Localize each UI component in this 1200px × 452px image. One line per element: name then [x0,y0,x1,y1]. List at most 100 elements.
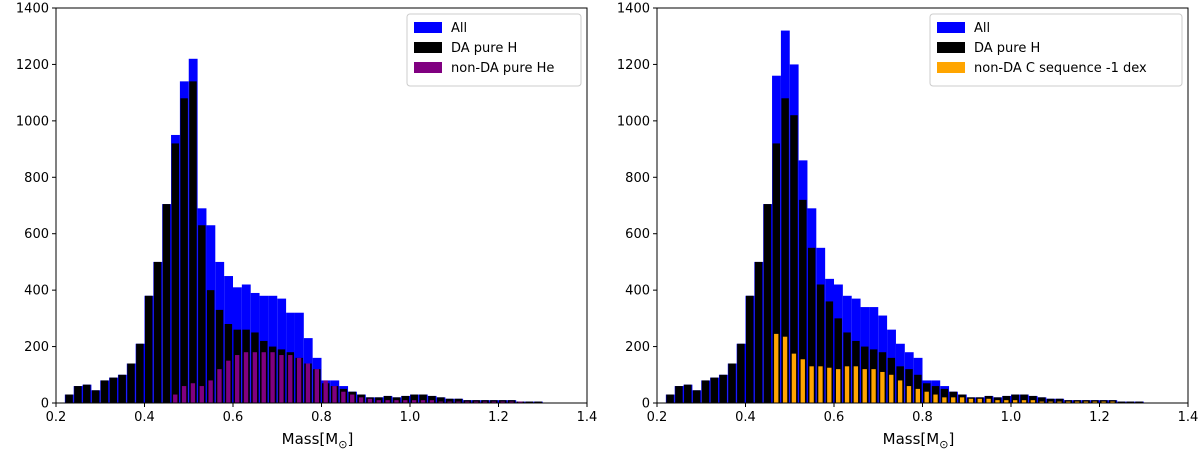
histogram-bar [1066,401,1071,403]
histogram-bar [65,394,73,403]
histogram-bar [206,290,215,403]
histogram-bar [145,295,153,403]
histogram-bar [1038,397,1046,403]
histogram-bar [127,363,135,403]
histogram-bar [924,391,929,403]
histogram-bar [428,395,436,403]
histogram-bar [799,199,807,403]
legend-label: DA pure H [974,41,1040,56]
histogram-bar [818,366,823,403]
histogram-bar [199,386,204,403]
histogram-bar [279,355,284,403]
histogram-bar [454,398,463,403]
histogram-bar [782,336,788,403]
histogram-bar [367,398,373,403]
histogram-bar [208,380,213,403]
histogram-bar [332,386,337,403]
x-tick-label: 1.2 [1089,410,1110,425]
x-tick-label: 0.6 [824,410,845,425]
histogram-bar [836,369,841,403]
histogram-bar [816,284,825,403]
y-tick-label: 1000 [16,114,49,129]
histogram-bar [181,386,187,403]
histogram-bar [226,360,231,403]
x-tick-label: 0.8 [912,410,933,425]
histogram-bar [350,394,355,403]
x-tick-label: 0.4 [735,410,756,425]
histogram-bar [844,366,850,403]
histogram-bar [189,81,197,404]
histogram-bar [959,397,965,403]
histogram-bar [940,388,949,403]
histogram-bar [746,295,754,403]
histogram-bar [880,371,885,403]
histogram-bar [243,352,249,403]
histogram-bar [294,312,304,403]
histogram-bar [180,98,188,403]
y-tick-label: 600 [24,227,49,242]
x-tick-label: 0.2 [46,410,67,425]
y-tick-label: 800 [625,171,650,186]
histogram-bar [1039,401,1044,403]
histogram-bar [1013,400,1018,403]
legend-label: All [451,21,467,36]
y-tick-label: 1200 [617,58,650,73]
histogram-bar [1117,401,1126,403]
x-tick-label: 0.8 [311,410,332,425]
legend-swatch [414,42,442,53]
histogram-bar [951,397,956,403]
y-tick-label: 800 [24,171,49,186]
histogram-bar [419,394,427,403]
legend-label: non-DA pure He [451,61,554,76]
histogram-bar [1004,400,1009,403]
histogram-bar [889,374,894,403]
histogram-bar [1126,401,1134,403]
histogram-bar [1110,401,1115,403]
histogram-bar [100,380,109,403]
legend-swatch [937,22,965,33]
histogram-bar [754,261,763,403]
histogram-bar [410,394,418,403]
histogram-bar [74,386,82,403]
histogram-bar [862,369,867,403]
histogram-bar [358,397,364,403]
y-tick-label: 0 [41,397,49,412]
histogram-bar [482,401,488,403]
histogram-bar [807,247,816,403]
histogram-bar [403,400,408,403]
legend-label: All [974,21,990,36]
histogram-bar [1055,398,1064,403]
histogram-bar [447,401,452,403]
histogram-bar [728,363,736,403]
histogram-bar [675,386,683,403]
histogram-bar [1030,400,1036,403]
legend-swatch [937,42,965,53]
histogram-bar [1002,395,1011,403]
histogram-bar [684,384,692,403]
histogram-bar [518,401,523,403]
histogram-bar [1083,401,1089,403]
histogram-bar [383,395,392,403]
x-tick-label: 0.4 [134,410,155,425]
histogram-bar [456,401,461,403]
y-tick-label: 400 [625,284,650,299]
histogram-bar [288,355,293,403]
histogram-bar [401,395,410,403]
histogram-bar [977,398,982,403]
x-axis-title: Mass[M⊙] [282,430,354,451]
left-histogram-panel: 0.2 0.4 0.6 0.8 1.0 1.2 1.4 0 200 400 600 800 1000 12… [16,2,597,452]
histogram-bar [173,394,178,403]
histogram-bar [420,400,426,403]
legend-swatch [414,62,442,73]
histogram-bar [190,383,196,403]
histogram-bar [341,391,346,403]
histogram-bar [261,352,266,403]
legend-swatch [937,62,965,73]
legend-swatch [414,22,442,33]
histogram-bar [710,377,719,403]
histogram-bar [270,352,275,403]
histogram-bar [1048,401,1053,403]
histogram-bar [809,366,814,403]
x-axis-title-subscript: ⊙ [939,438,948,451]
histogram-bar [525,401,533,403]
